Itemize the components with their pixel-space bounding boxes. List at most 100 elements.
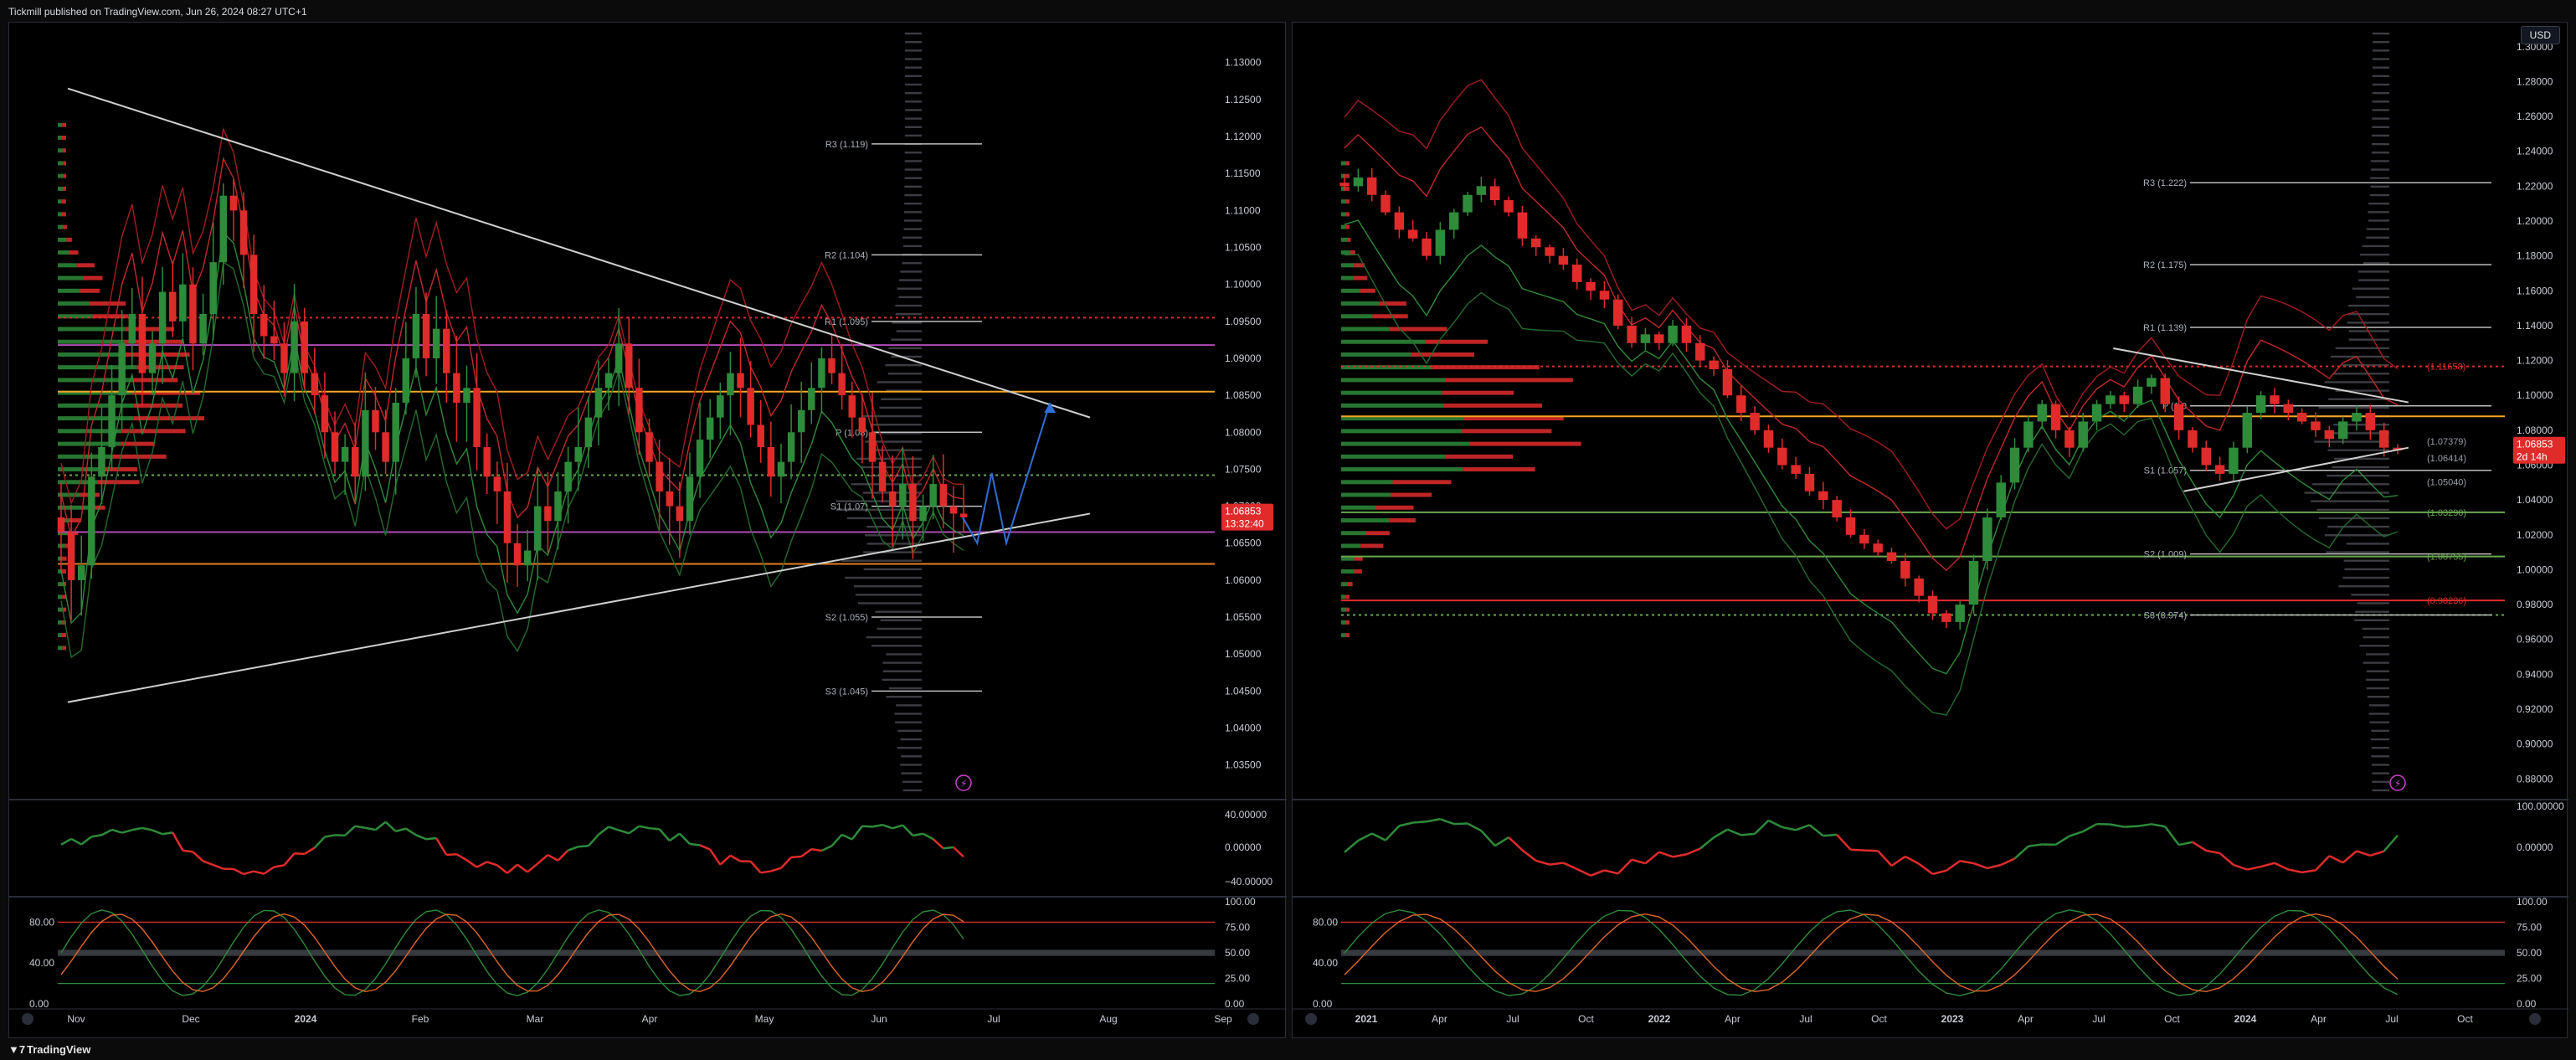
price-axis-tick: 1.07500: [1225, 463, 1262, 475]
volume-profile-bar-buy: [1341, 199, 1346, 204]
candle-body: [1695, 342, 1705, 361]
session-volume-bar: [855, 594, 922, 596]
volume-profile-bar-buy: [1341, 339, 1426, 344]
candle-body: [2214, 465, 2225, 474]
session-volume-bar: [2372, 789, 2389, 792]
session-volume-bar: [846, 517, 922, 520]
candle-body: [1353, 177, 1364, 187]
candle-body: [1463, 194, 1473, 213]
session-volume-bar: [836, 500, 922, 502]
lightning-icon: [955, 774, 972, 791]
stochastic-left-tick: 80.00: [1313, 916, 1338, 928]
volume-profile-bar-buy: [58, 390, 132, 395]
momentum-line-segment: [527, 862, 539, 873]
volume-profile-bar-buy: [1341, 531, 1366, 536]
momentum-line-segment: [1658, 851, 1674, 858]
volume-profile-bar-buy: [58, 352, 124, 357]
momentum-line-segment: [1685, 847, 1701, 856]
momentum-line-segment: [486, 861, 498, 867]
volume-profile-bar-sell: [131, 390, 201, 395]
candle-body: [189, 284, 197, 344]
momentum-line-segment: [2356, 850, 2371, 857]
volume-profile-bar-sell: [80, 288, 100, 293]
volume-profile-bar-sell: [76, 263, 95, 268]
candle-body: [808, 388, 815, 410]
volume-profile-bar-buy: [1341, 543, 1361, 548]
volume-profile-bar-sell: [61, 633, 66, 638]
momentum-line-segment: [253, 870, 265, 875]
candle-body: [1750, 413, 1760, 430]
session-volume-bar: [886, 389, 922, 392]
session-volume-bar: [2333, 457, 2389, 461]
momentum-line-segment: [1850, 848, 1864, 852]
session-volume-bar: [2368, 713, 2389, 715]
candle-body: [168, 291, 177, 322]
momentum-line-segment: [2178, 841, 2193, 846]
last-price-value: 1.06853: [1225, 506, 1262, 517]
session-volume-bar: [904, 41, 922, 44]
volume-profile-bar-buy: [58, 429, 121, 434]
session-volume-bar: [897, 746, 922, 749]
candle-body: [1859, 534, 1869, 544]
envelope-upper: [60, 157, 964, 539]
momentum-line-segment: [465, 859, 478, 868]
price-axis-tick: 1.10000: [2517, 389, 2553, 401]
momentum-line-segment: [1494, 836, 1509, 847]
price-axis-tick: 1.05500: [1225, 611, 1262, 623]
time-axis-tick: Jul: [2092, 1013, 2105, 1025]
volume-profile-bar-sell: [1350, 250, 1355, 255]
tradingview-logo[interactable]: ▼7 TradingView: [8, 1043, 90, 1056]
momentum-line-segment: [872, 824, 883, 828]
candle-body: [2352, 413, 2362, 422]
stochastic-right-tick: 50.00: [1225, 947, 1250, 959]
candle-body: [219, 195, 228, 263]
session-volume-bar: [2369, 721, 2389, 723]
stochastic-right-tick: 100.00: [1225, 896, 1256, 908]
momentum-line-segment: [1480, 830, 1496, 846]
session-volume-bar: [896, 330, 922, 332]
candle-body: [574, 446, 582, 462]
time-axis-tick: Mar: [527, 1013, 544, 1025]
weekly-chart-panel[interactable]: R3 (1.222)R2 (1.175)R1 (1.139)P (1.0S1 (…: [1292, 22, 2568, 1038]
candle-body: [614, 343, 623, 373]
session-volume-bar: [904, 75, 922, 78]
momentum-line-segment: [183, 849, 193, 853]
momentum-line-segment: [749, 860, 762, 874]
daily-chart[interactable]: R3 (1.119)R2 (1.104)R1 (1.095)P (1.08)S1…: [9, 23, 1287, 1039]
pivot-label: R2 (1.175): [2143, 260, 2187, 270]
momentum-line-segment: [141, 826, 153, 831]
stochastic-k-line: [60, 909, 964, 996]
session-volume-bar: [2330, 355, 2389, 358]
volume-profile-bar-sell: [123, 352, 190, 357]
session-volume-bar: [904, 152, 922, 154]
volume-profile-bar-buy: [58, 263, 77, 268]
currency-badge[interactable]: USD: [2520, 26, 2560, 44]
candle-body: [2255, 395, 2266, 414]
candle-body: [382, 432, 389, 462]
daily-chart-panel[interactable]: R3 (1.119) R2 (1.104) R1 (1.095) P (1.08) S1…: [8, 22, 1287, 1039]
volume-profile-bar-buy: [1341, 607, 1347, 612]
momentum-line-segment: [608, 826, 620, 831]
volume-profile-bar-sell: [133, 403, 183, 408]
momentum-line-segment: [598, 826, 609, 836]
candle-body: [2378, 430, 2389, 448]
volume-profile-bar-buy: [1341, 301, 1380, 306]
volume-profile-bar-buy: [1341, 275, 1354, 280]
candle-body: [1654, 334, 1664, 343]
session-volume-bar: [901, 755, 922, 758]
candle-body: [432, 328, 440, 358]
volume-profile-bar-sell: [133, 416, 205, 421]
time-axis-tick: Sep: [1214, 1013, 1232, 1025]
weekly-chart[interactable]: R3 (1.222)R2 (1.175)R1 (1.139)P (1.0S1 (…: [1293, 23, 2568, 1039]
volume-profile-bar-sell: [62, 148, 66, 153]
candle-body: [1558, 255, 1569, 265]
volume-profile-bar-buy: [58, 531, 69, 536]
level-value-label: (1.06414): [2427, 454, 2466, 464]
candle-body: [2160, 378, 2170, 404]
session-volume-bar: [2335, 389, 2389, 392]
price-axis-tick: 1.06500: [1225, 538, 1262, 549]
momentum-line-segment: [892, 824, 903, 830]
session-volume-bar: [2348, 330, 2389, 332]
session-volume-bar: [886, 696, 922, 698]
publish-header: Tickmill published on TradingView.com, J…: [0, 0, 2576, 23]
